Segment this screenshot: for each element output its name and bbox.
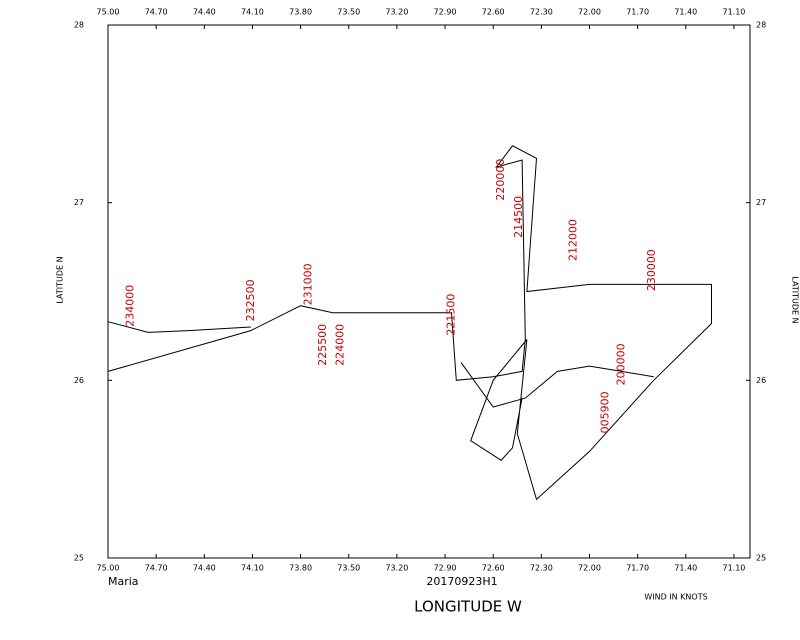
time-label: 214500 [512, 196, 525, 238]
x-tick-label: 72.00 [578, 564, 601, 573]
x-tick-label-top: 73.50 [337, 8, 360, 17]
x-tick-label: 73.20 [385, 564, 408, 573]
time-label: 221500 [444, 294, 457, 336]
y-tick-label: 28 [74, 21, 84, 30]
x-tick-label: 71.40 [674, 564, 697, 573]
x-tick-label: 72.60 [482, 564, 505, 573]
mission-id: 20170923H1 [426, 575, 497, 588]
y-tick-label-right: 27 [756, 198, 766, 207]
y-tick-label: 25 [74, 554, 84, 563]
x-tick-label: 74.40 [193, 564, 216, 573]
x-tick-label: 74.70 [145, 564, 168, 573]
y-axis-label-right: LATITUDE N [791, 276, 800, 323]
x-tick-label-top: 73.80 [289, 8, 312, 17]
x-tick-label: 73.50 [337, 564, 360, 573]
time-label: 225500 [316, 324, 329, 366]
x-tick-label-top: 71.10 [722, 8, 745, 17]
x-tick-label-top: 71.70 [626, 8, 649, 17]
storm-name: Maria [108, 575, 139, 588]
time-label: 005900 [599, 391, 612, 433]
x-tick-label-top: 72.90 [434, 8, 457, 17]
x-tick-label: 71.10 [722, 564, 745, 573]
wind-note: WIND IN KNOTS [644, 593, 707, 602]
time-label: 200000 [615, 343, 628, 385]
x-tick-label-top: 74.10 [241, 8, 264, 17]
y-tick-label: 27 [74, 198, 84, 207]
x-tick-label-top: 72.30 [530, 8, 553, 17]
time-label: 220000 [494, 159, 507, 201]
x-tick-label: 71.70 [626, 564, 649, 573]
y-tick-label-right: 26 [756, 376, 766, 385]
x-tick-label: 72.90 [434, 564, 457, 573]
x-tick-label: 75.00 [97, 564, 120, 573]
time-label: 231000 [302, 263, 315, 305]
time-label: 212000 [566, 219, 579, 261]
x-tick-label: 73.80 [289, 564, 312, 573]
x-tick-label-top: 74.40 [193, 8, 216, 17]
time-label: 232500 [244, 279, 257, 321]
x-tick-label: 72.30 [530, 564, 553, 573]
x-tick-label-top: 75.00 [97, 8, 120, 17]
y-tick-label-right: 28 [756, 21, 766, 30]
y-tick-label: 26 [74, 376, 84, 385]
x-tick-label-top: 71.40 [674, 8, 697, 17]
x-axis-label: LONGITUDE W [414, 598, 522, 616]
x-tick-label: 74.10 [241, 564, 264, 573]
x-tick-label-top: 72.00 [578, 8, 601, 17]
x-tick-label-top: 73.20 [385, 8, 408, 17]
time-label: 234000 [123, 285, 136, 327]
plot-frame [107, 24, 751, 559]
time-label: 224000 [334, 324, 347, 366]
y-axis-label: LATITUDE N [56, 256, 65, 303]
flight-track [107, 145, 712, 501]
x-tick-label-top: 74.70 [145, 8, 168, 17]
time-label: 230000 [645, 249, 658, 291]
y-tick-label-right: 25 [756, 554, 766, 563]
x-tick-label-top: 72.60 [482, 8, 505, 17]
